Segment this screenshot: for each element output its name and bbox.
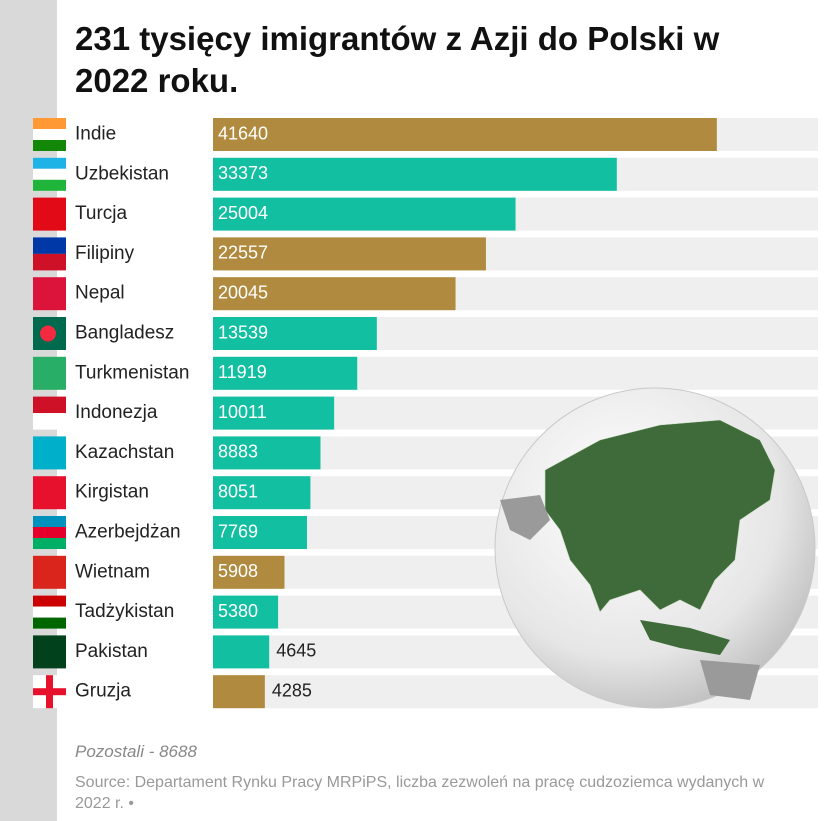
- value-label: 22557: [218, 243, 268, 263]
- bar: [213, 237, 486, 271]
- flag: [33, 197, 66, 231]
- flag: [33, 168, 66, 180]
- value-label: 8883: [218, 442, 258, 462]
- flag: [33, 277, 66, 311]
- flag: [33, 253, 66, 271]
- bar: [213, 396, 335, 430]
- flag: [33, 555, 66, 589]
- flag: [33, 140, 66, 151]
- flag: [33, 356, 66, 390]
- category-label: Uzbekistan: [75, 163, 169, 184]
- flag: [33, 617, 66, 629]
- flag: [33, 476, 66, 510]
- flag: [33, 396, 66, 414]
- value-label: 33373: [218, 163, 268, 183]
- value-label: 4645: [276, 641, 316, 661]
- value-label: 5908: [218, 561, 258, 581]
- category-label: Azerbejdżan: [75, 522, 181, 543]
- bar: [213, 157, 617, 191]
- bar: [213, 516, 308, 549]
- chart-title: 231 tysięcy imigrantów z Azji do Polski …: [75, 20, 720, 99]
- value-label: 25004: [218, 203, 268, 223]
- globe: [494, 387, 816, 709]
- value-label: 8051: [218, 481, 258, 501]
- category-label: Gruzja: [75, 681, 131, 702]
- category-label: Indonezja: [75, 402, 158, 423]
- value-label: 11919: [218, 362, 267, 382]
- bar: [213, 436, 321, 470]
- bar: [213, 476, 311, 510]
- bar: [213, 197, 516, 231]
- bar: [213, 356, 358, 390]
- flag: [33, 635, 66, 669]
- value-label: 20045: [218, 282, 268, 302]
- flag: [33, 516, 66, 527]
- flag: [33, 527, 66, 538]
- category-label: Turcja: [75, 203, 128, 224]
- value-label: 5380: [218, 601, 258, 621]
- flag: [33, 436, 66, 470]
- bar: [213, 118, 717, 151]
- flag: [33, 606, 66, 618]
- value-label: 41640: [218, 123, 268, 143]
- flag: [33, 595, 66, 607]
- flag: [33, 157, 66, 169]
- category-label: Turkmenistan: [75, 362, 189, 383]
- value-label: 10011: [218, 402, 267, 422]
- flag: [33, 237, 66, 254]
- category-label: Kirgistan: [75, 482, 149, 503]
- flag: [33, 179, 66, 191]
- category-label: Kazachstan: [75, 442, 174, 463]
- category-label: Tadżykistan: [75, 601, 174, 622]
- bar: [213, 635, 270, 669]
- flag: [33, 688, 66, 696]
- bar: [213, 277, 456, 311]
- flag: [40, 325, 56, 342]
- value-label: 13539: [218, 322, 268, 342]
- flag: [33, 118, 66, 129]
- flag: [33, 538, 66, 549]
- bar: [213, 595, 279, 629]
- value-label: 4285: [272, 680, 312, 700]
- flag: [33, 413, 66, 430]
- bar: [213, 317, 377, 350]
- category-label: Indie: [75, 124, 116, 145]
- category-label: Wietnam: [75, 561, 150, 582]
- category-label: Nepal: [75, 283, 125, 304]
- flag: [33, 129, 66, 140]
- category-label: Pakistan: [75, 641, 148, 662]
- source: Source: Departament Rynku Pracy MRPiPS, …: [75, 774, 765, 812]
- category-label: Filipiny: [75, 243, 135, 264]
- category-label: Bangladesz: [75, 323, 174, 344]
- value-label: 7769: [218, 521, 258, 541]
- bar: [213, 675, 265, 709]
- annotation: Pozostali - 8688: [75, 742, 197, 761]
- bar: [213, 555, 285, 589]
